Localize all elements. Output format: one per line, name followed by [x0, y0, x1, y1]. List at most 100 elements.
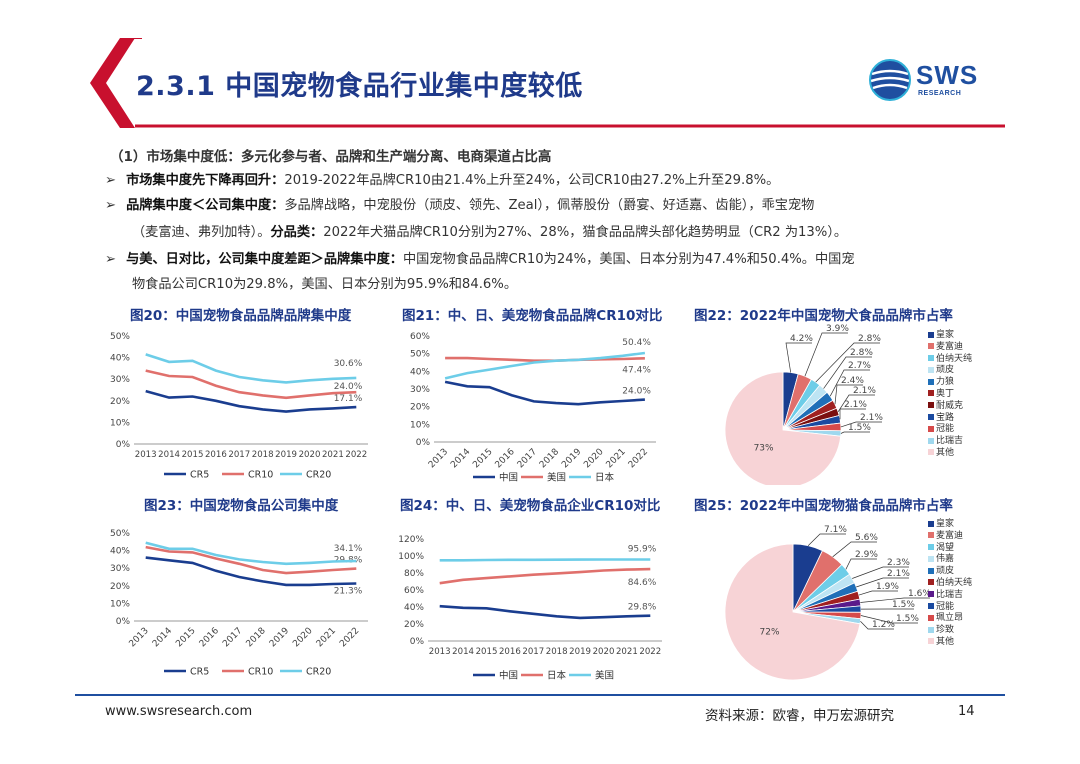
footer-url[interactable]: www.swsresearch.com	[105, 704, 253, 719]
x-tick-label: 2019	[268, 626, 291, 649]
fig25-legend: 皇家 麦富迪 渴望 伟嘉 顽皮 伯纳天纯 比瑞吉 冠能 珮立昂 珍致 其他	[928, 519, 972, 649]
legend-label: CR10	[248, 667, 273, 678]
x-tick-label: 2021	[322, 450, 344, 460]
end-value-label: 47.4%	[622, 365, 651, 375]
x-tick-label: 2021	[605, 447, 628, 470]
x-tick-label: 2014	[449, 447, 472, 470]
end-value-label: 84.6%	[628, 578, 657, 588]
legend-swatch	[928, 638, 934, 645]
y-tick-label: 40%	[410, 367, 430, 377]
x-tick-label: 2021	[616, 647, 638, 657]
legend-item: 麦富迪	[928, 342, 972, 354]
slice-value-label: 1.2%	[872, 620, 895, 630]
y-tick-label: 20%	[410, 403, 430, 413]
leader-line	[829, 369, 870, 397]
legend-label: 冠能	[936, 424, 955, 435]
fig24-line-chart: 0%20%40%60%80%100%120%2013 2014 2015 2016 20…	[398, 535, 662, 682]
leader-line	[804, 332, 848, 377]
legend-label: CR5	[190, 470, 209, 481]
legend-item: 麦富迪	[928, 531, 972, 543]
fig25-pie-chart: 7.1%5.6%2.9%2.3%2.1%1.9%1.6%1.5%1.5%1.2%…	[724, 525, 930, 680]
slice-value-label: 2.1%	[860, 413, 883, 423]
y-tick-label: 40%	[404, 603, 424, 613]
legend-swatch	[928, 614, 934, 621]
leader-line	[840, 431, 870, 434]
legend-swatch	[928, 366, 934, 373]
x-tick-label: 2013	[128, 626, 151, 649]
x-tick-label: 2022	[338, 626, 361, 649]
x-tick-label: 2022	[639, 647, 661, 657]
legend-item: 皇家	[928, 330, 972, 342]
fig21-title: 图21：中、日、美宠物食品品牌CR10对比	[402, 308, 663, 324]
y-tick-label: 120%	[398, 535, 424, 545]
series-line-CR10	[145, 369, 357, 400]
legend-label: 皇家	[936, 330, 955, 340]
slice-value-label: 3.9%	[826, 324, 849, 334]
leader-line	[845, 558, 877, 570]
slice-value-label: 2.9%	[855, 550, 878, 560]
legend-item: 顽皮	[928, 566, 972, 578]
y-tick-label: 30%	[410, 385, 430, 395]
x-tick-label: 2017	[221, 626, 244, 649]
x-tick-label: 2015	[174, 626, 197, 649]
leader-line	[807, 533, 846, 546]
slice-value-label: 2.3%	[887, 558, 910, 568]
fig25-title: 图25：2022年中国宠物猫食品品牌市占率	[694, 498, 953, 514]
y-tick-label: 20%	[404, 620, 424, 630]
fig21-line-chart: 0% 10% 20% 30% 40% 50% 60% 20132014201520162017…	[410, 332, 656, 484]
bullet-text: 多品牌战略，中宠股份（顽皮、领先、Zeal），佩蒂股份（爵宴、好适嘉、齿能），乖…	[284, 198, 815, 213]
legend-label: 日本	[595, 472, 615, 484]
leader-line	[858, 590, 898, 596]
y-tick-label: 20%	[110, 397, 130, 407]
bullet-bold: 与美、日对比，公司集中度差距＞品牌集中度：	[126, 252, 403, 267]
end-value-label: 95.9%	[628, 544, 657, 554]
y-tick-label: 0%	[116, 617, 131, 627]
x-tick-label: 2016	[499, 647, 521, 657]
x-tick-label: 2015	[182, 450, 204, 460]
legend-swatch	[928, 626, 934, 633]
y-tick-label: 40%	[110, 354, 130, 364]
end-value-label: 34.1%	[334, 544, 363, 554]
legend-item: 比瑞吉	[928, 590, 972, 602]
x-tick-label: 2021	[315, 626, 338, 649]
leader-line	[840, 421, 882, 428]
legend-label: 力狼	[936, 377, 955, 388]
series-line-CR20	[145, 353, 357, 384]
fig20-title: 图20：中国宠物食品品牌品牌集中度	[130, 308, 352, 324]
legend-item: 伟嘉	[928, 554, 972, 566]
y-tick-label: 50%	[110, 332, 130, 342]
series-line-CR5	[145, 556, 357, 587]
x-tick-label: 2018	[245, 626, 268, 649]
x-tick-label: 2019	[275, 450, 297, 460]
legend-label: 中国	[499, 472, 518, 484]
slice-value-label: 1.6%	[908, 589, 930, 599]
header-frame	[90, 38, 1005, 128]
leader-line	[823, 356, 872, 389]
x-tick-label: 2013	[429, 647, 451, 657]
globe-icon	[869, 59, 911, 101]
series-line-CR5	[145, 389, 357, 413]
slice-value-label: 1.5%	[892, 600, 915, 610]
legend-label: 冠能	[936, 601, 955, 612]
section-title: （1）市场集中度低：多元化参与者、品牌和生产端分离、电商渠道占比高	[110, 149, 552, 165]
bullet-bold: 分品类：	[270, 225, 324, 240]
y-tick-label: 40%	[110, 547, 130, 557]
footer-source: 资料来源：欧睿，申万宏源研究	[705, 708, 894, 724]
series-line-日本	[444, 351, 646, 380]
fig23-title: 图23：中国宠物食品公司集中度	[144, 498, 339, 514]
y-tick-label: 50%	[110, 529, 130, 539]
legend-label: 比瑞吉	[936, 436, 964, 447]
legend-swatch	[928, 544, 934, 551]
slice-value-label: 2.8%	[850, 348, 873, 358]
fig23-line-chart: 0%10%20%30%40%50%2013 2014 2015 2016 2017 201…	[110, 529, 368, 678]
leader-line	[860, 597, 930, 603]
x-tick-label: 2019	[560, 447, 583, 470]
y-tick-label: 60%	[410, 332, 430, 342]
x-tick-label: 2020	[299, 450, 321, 460]
leader-line	[837, 394, 875, 412]
legend-swatch	[928, 591, 934, 598]
series-line-日本	[439, 567, 651, 585]
leader-line	[856, 577, 909, 588]
arrow-icon: ➢	[105, 198, 117, 213]
y-tick-label: 10%	[410, 420, 430, 430]
